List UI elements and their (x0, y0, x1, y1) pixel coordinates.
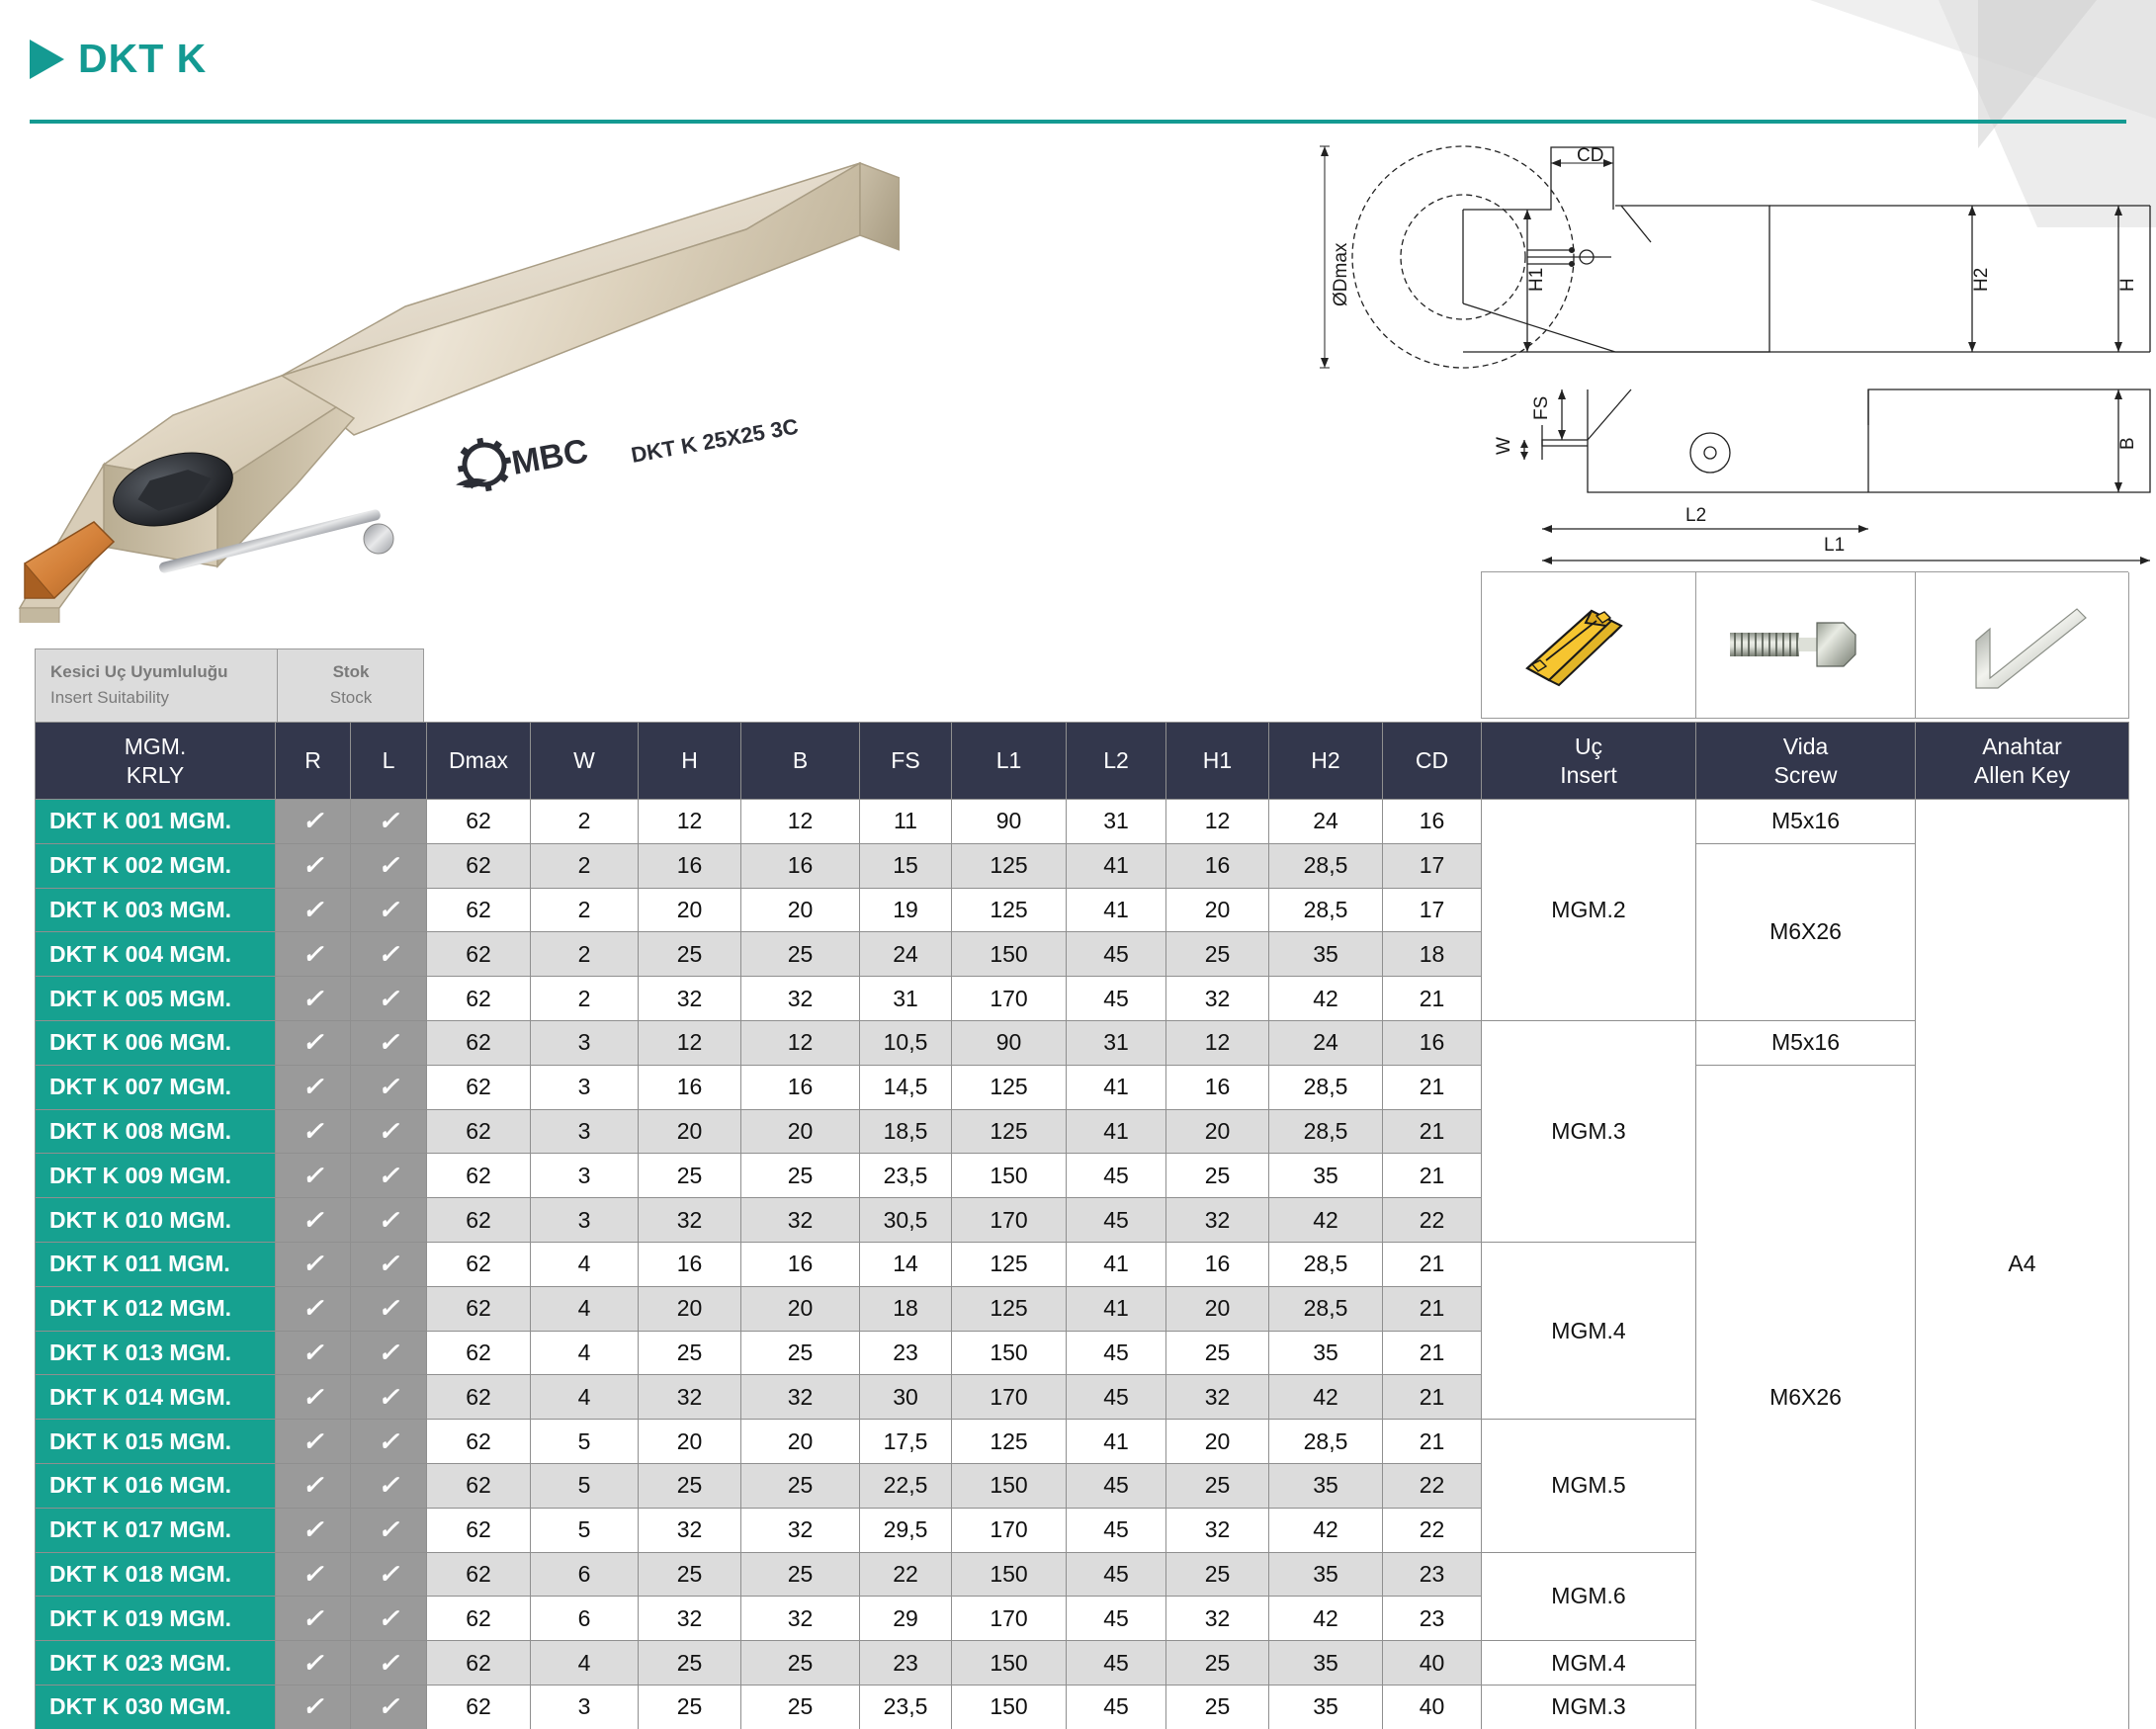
svg-text:H: H (2117, 278, 2138, 292)
svg-text:MBC: MBC (509, 432, 591, 482)
svg-text:DKT K 25X25 3C: DKT K 25X25 3C (630, 414, 801, 468)
svg-text:H2: H2 (1971, 268, 1992, 292)
svg-text:ØDmax: ØDmax (1331, 242, 1351, 306)
svg-text:W: W (1494, 437, 1514, 455)
svg-text:FS: FS (1531, 396, 1552, 420)
svg-text:L1: L1 (1824, 535, 1845, 556)
svg-text:L2: L2 (1685, 505, 1706, 526)
svg-text:H1: H1 (1526, 268, 1547, 292)
svg-text:B: B (2117, 437, 2138, 450)
svg-text:CD: CD (1577, 145, 1603, 166)
